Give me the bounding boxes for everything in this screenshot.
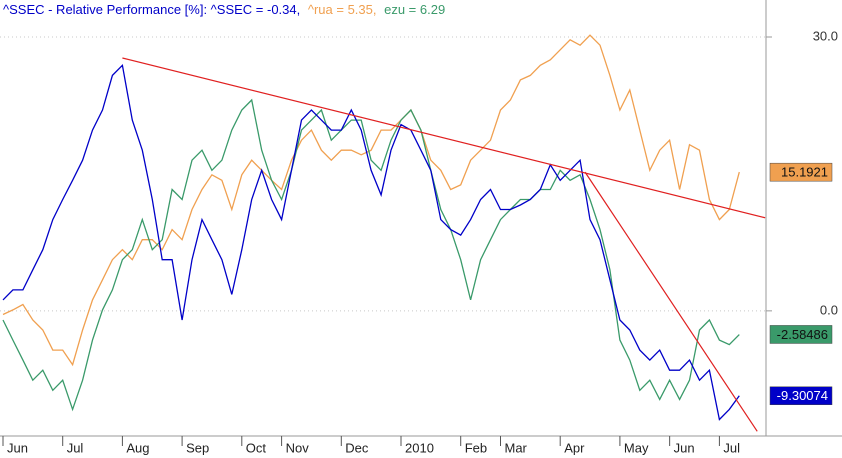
trendline	[122, 57, 766, 219]
x-tick-label: Feb	[465, 440, 487, 455]
x-tick-label: Aug	[126, 440, 149, 455]
x-tick-label: Mar	[505, 440, 528, 455]
x-tick-label: Jul	[723, 440, 740, 455]
series-line	[2, 63, 740, 421]
x-tick-label: Sep	[186, 440, 209, 455]
legend-entry: ezu = 6.29	[384, 2, 445, 17]
x-tick-label: Apr	[564, 440, 585, 455]
legend-entry: ^rua = 5.35,	[308, 2, 377, 17]
x-tick-label: Jun	[7, 440, 28, 455]
trendline	[584, 171, 758, 432]
series-line	[2, 34, 740, 367]
chart-title: ^SSEC - Relative Performance [%]: ^SSEC …	[3, 2, 300, 17]
plot-area	[2, 34, 766, 432]
y-tick-label: 0.0	[820, 302, 838, 317]
last-value-label: -2.58486	[777, 327, 828, 342]
last-value-box	[769, 162, 833, 182]
x-tick-label: Oct	[246, 440, 267, 455]
x-tick-label: 2010	[405, 440, 434, 455]
y-tick-label: 30.0	[813, 28, 838, 43]
x-tick-label: Nov	[286, 440, 310, 455]
last-value-box	[769, 325, 833, 344]
last-value-tag: -2.58486	[769, 325, 833, 344]
series-line	[2, 98, 740, 412]
last-value-label: -9.30074	[777, 388, 828, 403]
last-value-tag: 15.1921	[769, 162, 833, 182]
last-value-label: 15.1921	[781, 165, 828, 180]
chart-title-row: ^SSEC - Relative Performance [%]: ^SSEC …	[3, 2, 445, 17]
last-value-tag: -9.30074	[769, 386, 833, 406]
x-tick-label: Jul	[67, 440, 84, 455]
x-tick-label: Jun	[674, 440, 695, 455]
x-tick-label: May	[624, 440, 649, 455]
x-tick-label: Dec	[345, 440, 369, 455]
last-value-box	[769, 386, 833, 406]
